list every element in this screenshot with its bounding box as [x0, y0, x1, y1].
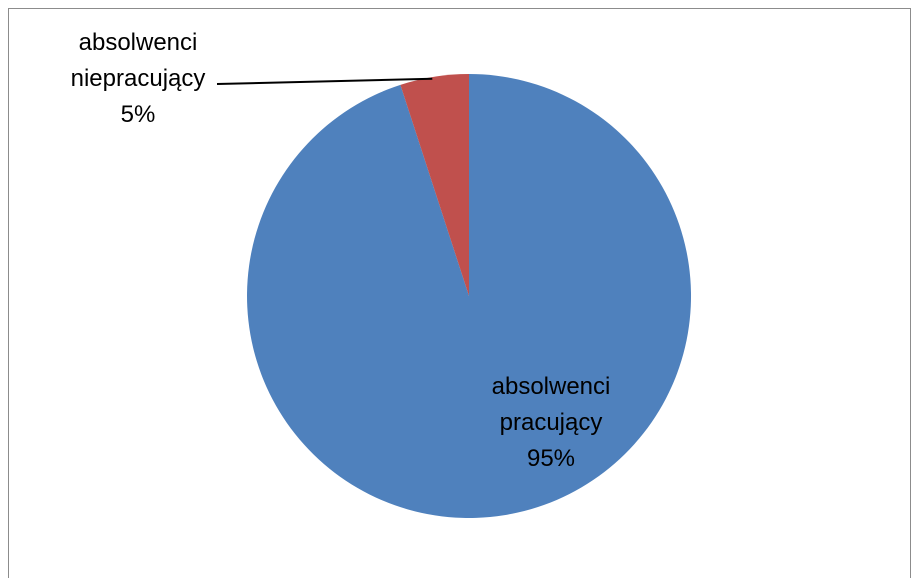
- data-label-pracujacy-percent: 95%: [527, 445, 575, 472]
- data-label-niepracujacy-line-1: absolwenci: [79, 29, 198, 56]
- data-label-pracujacy-line-2: pracujący: [500, 409, 603, 436]
- data-label-pracujacy-line-1: absolwenci: [492, 373, 611, 400]
- data-label-niepracujacy-percent: 5%: [121, 101, 156, 128]
- leader-line-niepracujacy: [216, 77, 433, 85]
- pie-slices: [247, 74, 692, 518]
- data-label-niepracujacy: absolwenci niepracujący 5%: [71, 29, 206, 128]
- slice-absolwenci-niepracujacy: [400, 74, 469, 296]
- slice-absolwenci-pracujacy: [247, 74, 692, 518]
- data-label-pracujacy: absolwenci pracujący 95%: [492, 373, 611, 472]
- data-label-niepracujacy-line-2: niepracujący: [71, 65, 206, 92]
